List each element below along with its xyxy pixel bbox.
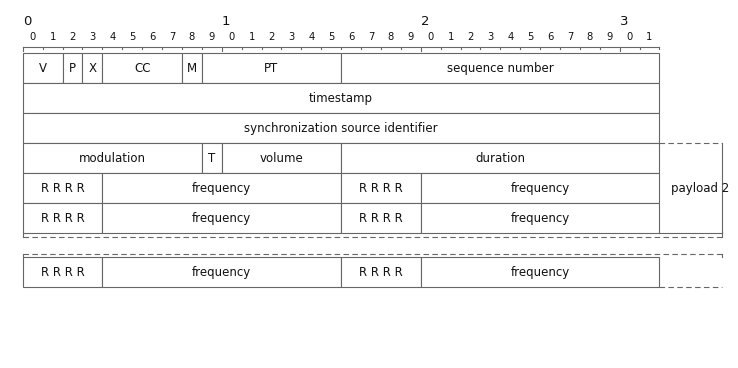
Bar [341,143,660,173]
Bar [182,53,202,83]
Bar [103,53,182,83]
Text: 7: 7 [368,32,374,42]
Text: R R R R: R R R R [41,266,84,279]
Bar [221,143,341,173]
Text: P: P [69,62,76,75]
Text: modulation: modulation [79,152,146,165]
Bar [421,204,660,233]
Text: 1: 1 [221,15,230,28]
Text: frequency: frequency [192,212,252,225]
Text: 4: 4 [507,32,514,42]
Bar [341,257,421,287]
Text: CC: CC [134,62,151,75]
Text: frequency: frequency [192,266,252,279]
Text: 2: 2 [269,32,275,42]
Text: duration: duration [475,152,525,165]
Bar [23,204,103,233]
Text: 2: 2 [467,32,474,42]
Text: R R R R: R R R R [41,182,84,195]
Text: 0: 0 [23,15,31,28]
Bar [421,257,660,287]
Text: PT: PT [264,62,279,75]
Bar [23,113,660,143]
Bar [83,53,103,83]
Text: sequence number: sequence number [447,62,554,75]
Text: 0: 0 [229,32,235,42]
Text: 8: 8 [587,32,593,42]
Bar [23,53,63,83]
Bar [103,204,341,233]
Text: 2: 2 [69,32,76,42]
Text: 0: 0 [427,32,434,42]
Text: 7: 7 [567,32,573,42]
Text: payload 2: payload 2 [671,182,729,195]
Text: frequency: frequency [511,182,570,195]
Text: 5: 5 [527,32,534,42]
Bar [103,173,341,204]
Bar [23,83,660,113]
Bar [23,143,202,173]
Text: 9: 9 [407,32,414,42]
Text: V: V [38,62,46,75]
Text: 4: 4 [308,32,314,42]
Bar [63,53,83,83]
Text: frequency: frequency [511,212,570,225]
Text: R R R R: R R R R [359,212,403,225]
Text: T: T [208,152,215,165]
Text: 3: 3 [89,32,95,42]
Text: 2: 2 [421,15,430,28]
Text: 0: 0 [30,32,36,42]
Text: frequency: frequency [192,182,252,195]
Text: R R R R: R R R R [359,182,403,195]
Text: synchronization source identifier: synchronization source identifier [244,122,438,135]
Text: 5: 5 [328,32,334,42]
Text: R R R R: R R R R [359,266,403,279]
Bar [421,173,660,204]
Text: 4: 4 [109,32,115,42]
Bar [341,173,421,204]
Text: 1: 1 [447,32,454,42]
Bar [341,204,421,233]
Text: frequency: frequency [511,266,570,279]
Text: 1: 1 [49,32,56,42]
Text: 5: 5 [129,32,135,42]
Text: timestamp: timestamp [309,92,373,105]
Bar [23,257,103,287]
Text: 9: 9 [209,32,215,42]
Text: 7: 7 [169,32,175,42]
Bar [103,257,341,287]
Text: 1: 1 [646,32,652,42]
Text: 9: 9 [607,32,613,42]
Bar [341,53,660,83]
Text: 6: 6 [348,32,354,42]
Text: M: M [187,62,197,75]
Text: 8: 8 [189,32,195,42]
Text: 6: 6 [149,32,155,42]
Bar [23,173,103,204]
Text: 0: 0 [627,32,632,42]
Text: 1: 1 [249,32,255,42]
Text: 3: 3 [289,32,294,42]
Bar [202,143,221,173]
Text: 6: 6 [547,32,554,42]
Text: R R R R: R R R R [41,212,84,225]
Text: 8: 8 [387,32,394,42]
Text: 3: 3 [620,15,628,28]
Bar [202,53,341,83]
Text: 3: 3 [487,32,494,42]
Text: volume: volume [260,152,303,165]
Text: X: X [89,62,97,75]
